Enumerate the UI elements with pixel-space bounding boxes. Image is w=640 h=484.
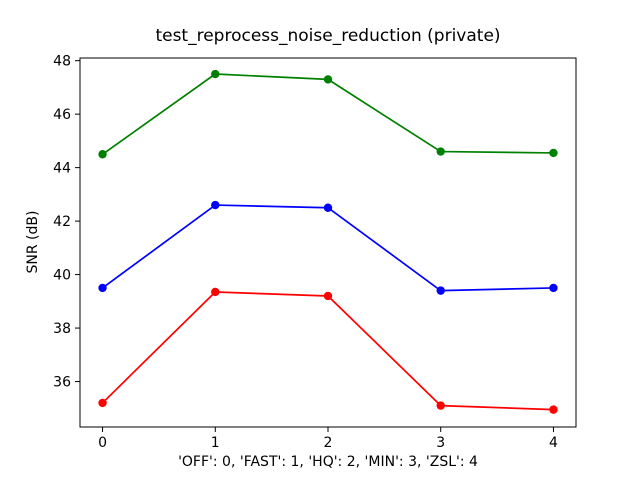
- y-axis-label: SNR (dB): [25, 211, 41, 274]
- x-tick-label: 4: [549, 435, 558, 451]
- ticks-layer: 36 38 40 42 44 46 48 0 1 2 3 4: [53, 54, 558, 451]
- blue-series-point: [549, 283, 558, 293]
- x-tick-label: 3: [436, 435, 445, 451]
- green-series-line: [102, 73, 554, 155]
- red-series-point: [211, 287, 220, 297]
- y-tick-label: 40: [53, 268, 71, 284]
- series-layer: [98, 69, 558, 414]
- red-series-point: [549, 405, 558, 414]
- blue-series-line: [102, 204, 554, 292]
- green-series-point: [549, 148, 558, 158]
- blue-series-point: [98, 283, 107, 293]
- x-tick-label: 1: [211, 435, 220, 451]
- blue-series-point: [211, 200, 220, 210]
- green-series-point: [98, 150, 107, 159]
- x-tick-label: 0: [98, 435, 107, 451]
- y-tick-label: 36: [53, 375, 71, 391]
- green-series-point: [436, 147, 445, 156]
- x-tick-label: 2: [324, 435, 333, 451]
- y-tick-label: 46: [53, 107, 71, 123]
- blue-series-point: [436, 286, 445, 295]
- red-series-point: [436, 401, 445, 410]
- x-axis-label: 'OFF': 0, 'FAST': 1, 'HQ': 2, 'MIN': 3, …: [178, 454, 478, 470]
- red-series-point: [323, 291, 333, 301]
- y-tick-label: 42: [53, 214, 71, 230]
- green-series-point: [211, 69, 220, 79]
- red-series-line: [101, 291, 554, 411]
- green-series-point: [323, 75, 333, 84]
- y-tick-label: 38: [53, 321, 71, 337]
- chart-title: test_reprocess_noise_reduction (private): [155, 26, 500, 46]
- red-series-point: [98, 398, 107, 408]
- y-tick-label: 44: [53, 161, 71, 177]
- blue-series-point: [323, 203, 333, 212]
- y-tick-label: 48: [53, 54, 71, 70]
- plot-border: [79, 57, 577, 428]
